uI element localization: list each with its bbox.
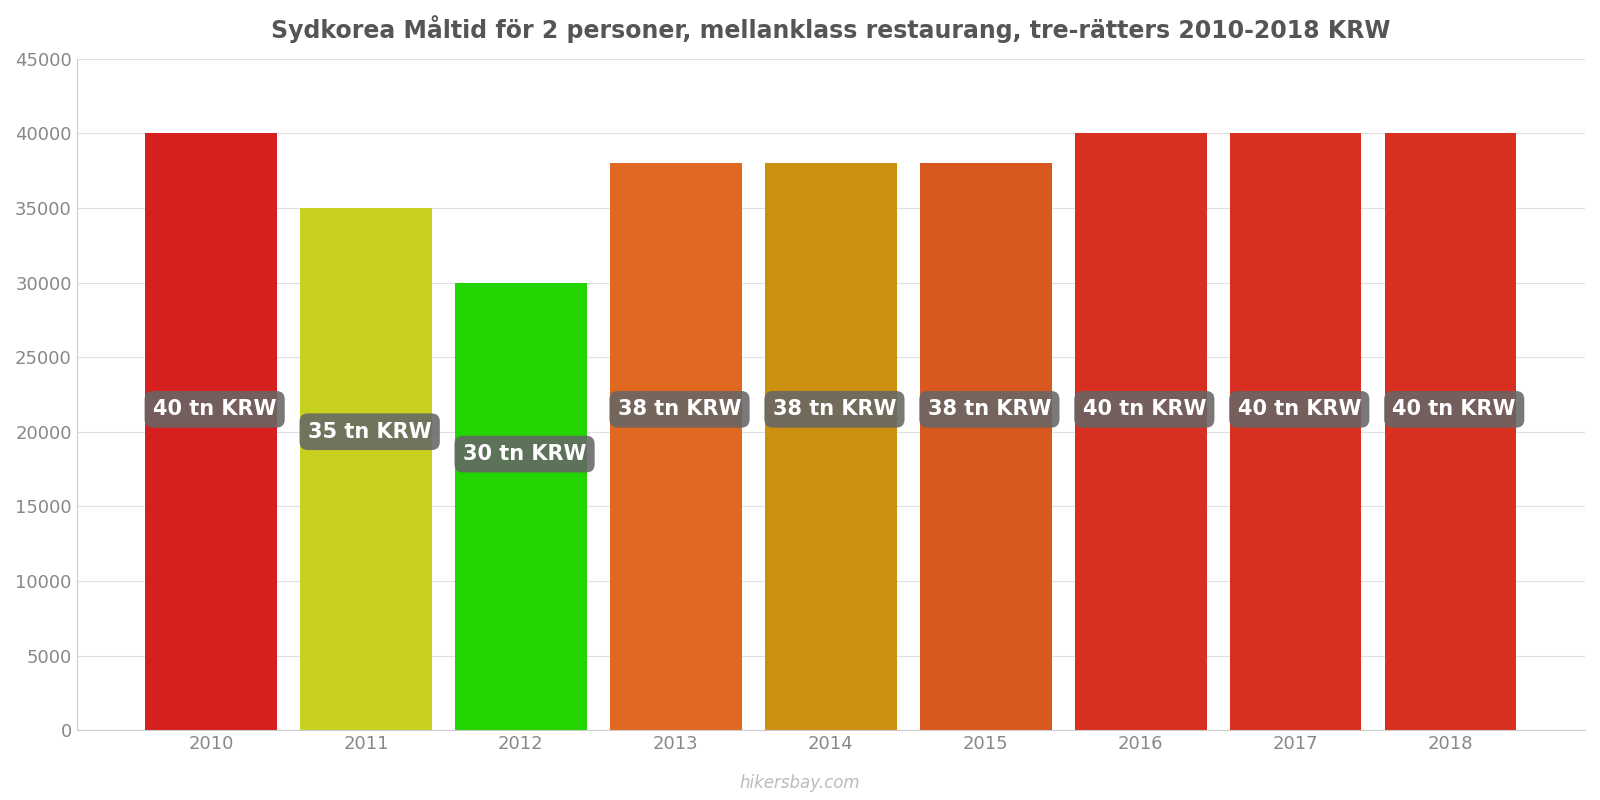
Bar bbox=[610, 163, 742, 730]
Text: hikersbay.com: hikersbay.com bbox=[739, 774, 861, 792]
Text: 38 tn KRW: 38 tn KRW bbox=[773, 399, 896, 419]
Bar bbox=[146, 134, 277, 730]
Text: 40 tn KRW: 40 tn KRW bbox=[1237, 399, 1362, 419]
Text: 40 tn KRW: 40 tn KRW bbox=[154, 399, 277, 419]
Text: 38 tn KRW: 38 tn KRW bbox=[618, 399, 741, 419]
Bar bbox=[301, 208, 432, 730]
Text: 35 tn KRW: 35 tn KRW bbox=[307, 422, 432, 442]
Title: Sydkorea Måltid för 2 personer, mellanklass restaurang, tre-rätters 2010-2018 KR: Sydkorea Måltid för 2 personer, mellankl… bbox=[270, 15, 1390, 43]
Bar bbox=[920, 163, 1051, 730]
Text: 38 tn KRW: 38 tn KRW bbox=[928, 399, 1051, 419]
Text: 30 tn KRW: 30 tn KRW bbox=[462, 444, 586, 464]
Bar bbox=[454, 282, 587, 730]
Bar bbox=[1075, 134, 1206, 730]
Bar bbox=[765, 163, 896, 730]
Text: 40 tn KRW: 40 tn KRW bbox=[1392, 399, 1515, 419]
Bar bbox=[1230, 134, 1362, 730]
Text: 40 tn KRW: 40 tn KRW bbox=[1083, 399, 1206, 419]
Bar bbox=[1384, 134, 1517, 730]
